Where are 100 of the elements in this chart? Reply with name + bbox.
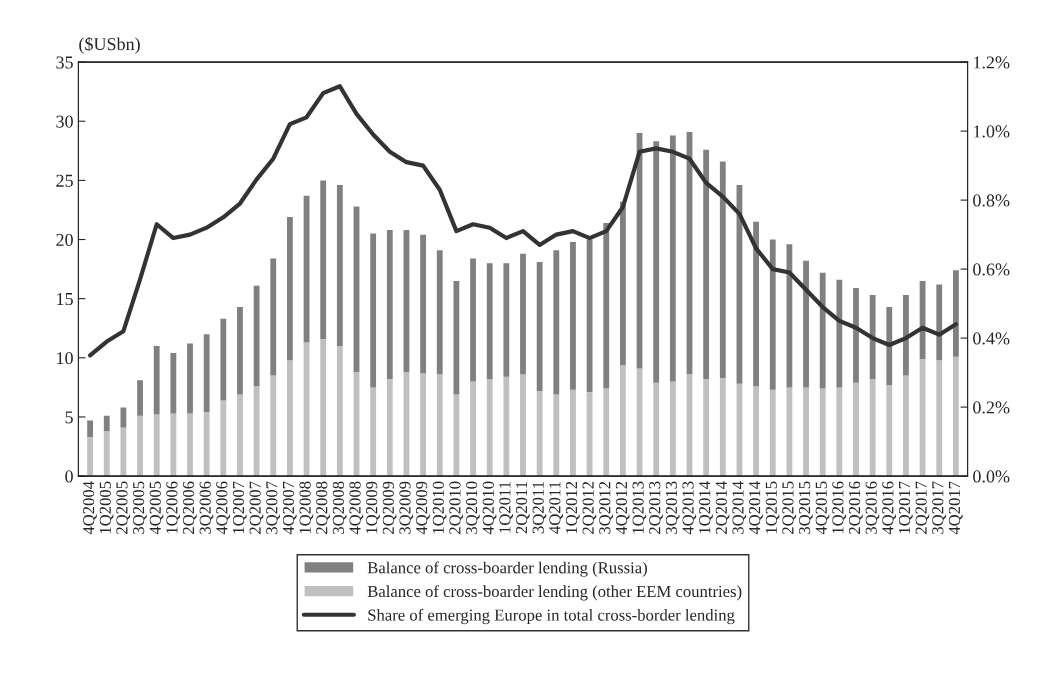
bar <box>137 380 143 416</box>
x-tick-label: 4Q2015 <box>815 481 830 535</box>
bar <box>869 379 876 477</box>
y2-tick-label: 0.2% <box>973 401 1010 414</box>
bar <box>803 387 809 477</box>
bar <box>336 345 343 477</box>
x-tick-label: 3Q2005 <box>132 481 147 534</box>
y2-tick-label: 1.2% <box>974 56 1010 69</box>
bar <box>270 375 277 477</box>
x-tick-label: 4Q2011 <box>549 481 564 534</box>
y2-tick-label: 0.0% <box>973 470 1010 483</box>
bar <box>753 386 760 477</box>
x-tick-label: 4Q2017 <box>948 481 963 535</box>
x-tick-label: 3Q2012 <box>599 481 613 534</box>
y2-tick-label: 0.6% <box>973 263 1010 276</box>
bar <box>919 280 926 359</box>
x-tick-label: 2Q2012 <box>582 481 597 534</box>
y-tick-label: 20 <box>56 233 73 246</box>
x-tick-label: 1Q2011 <box>499 481 514 533</box>
bar <box>520 253 526 375</box>
x-tick-label: 4Q2007 <box>282 481 297 535</box>
x-tick-label: 1Q2009 <box>366 481 380 534</box>
bar <box>336 185 343 346</box>
bar <box>769 389 776 477</box>
bar <box>453 280 460 395</box>
bar <box>253 386 260 477</box>
bar <box>203 412 210 477</box>
bar <box>286 360 293 477</box>
x-tick-label: 1Q2015 <box>765 481 780 534</box>
bar <box>153 345 160 415</box>
bar <box>619 364 626 477</box>
x-tick-label: 2Q2011 <box>515 481 530 534</box>
x-tick-label: 4Q2013 <box>682 481 697 535</box>
bar <box>836 387 843 477</box>
bar <box>553 250 560 395</box>
x-tick-label: 2Q2007 <box>249 481 264 534</box>
bar <box>170 353 177 414</box>
x-tick-label: 3Q2015 <box>798 481 813 534</box>
bar <box>570 389 576 477</box>
line-series <box>88 84 958 358</box>
bar <box>320 338 327 477</box>
y-tick-label: 30 <box>56 115 73 128</box>
y2-tick-label: 1.0% <box>974 125 1010 138</box>
bar <box>286 217 293 361</box>
x-tick-label: 4Q2010 <box>482 481 497 535</box>
x-tick-label: 1Q2013 <box>632 481 647 534</box>
bar <box>320 180 327 339</box>
bar <box>520 374 526 477</box>
x-tick-label: 4Q2014 <box>749 481 763 535</box>
bar <box>386 379 393 477</box>
y-tick-label: 0 <box>65 470 73 483</box>
y-tick-label: 15 <box>57 293 73 306</box>
bar <box>553 394 560 477</box>
x-tick-label: 2Q2008 <box>316 481 330 534</box>
bar <box>769 239 776 390</box>
y-axis-title: ($USbn) <box>79 36 140 54</box>
bar <box>87 437 94 477</box>
bar <box>503 376 510 477</box>
bar <box>653 382 660 477</box>
bar <box>619 201 626 365</box>
bar <box>436 374 443 477</box>
x-tick-label: 4Q2008 <box>349 481 364 535</box>
bar <box>886 306 893 386</box>
bar <box>503 263 510 377</box>
bar <box>786 387 793 477</box>
x-tick-label: 4Q2004 <box>83 481 97 535</box>
x-tick-label: 2Q2009 <box>382 481 397 534</box>
x-tick-label: 3Q2007 <box>266 481 280 534</box>
bar <box>719 161 726 378</box>
y-tick-label: 25 <box>56 174 73 187</box>
x-tick-label: 1Q2017 <box>898 481 913 534</box>
bar <box>120 427 127 477</box>
bar <box>586 239 593 393</box>
x-tick-label: 2Q2016 <box>848 481 863 534</box>
x-tick-label: 1Q2007 <box>232 481 247 534</box>
bar <box>603 222 610 389</box>
x-tick-label: 4Q2016 <box>882 481 897 535</box>
bar <box>919 359 926 477</box>
x-tick-label: 1Q2014 <box>699 481 713 534</box>
y2-tick-label: 0.4% <box>973 332 1010 345</box>
bar <box>203 334 210 413</box>
bar <box>703 149 710 380</box>
bar <box>170 413 177 477</box>
bar <box>386 230 393 380</box>
bar <box>653 141 660 383</box>
bar <box>570 241 576 390</box>
bar <box>952 356 959 477</box>
bar <box>453 394 460 477</box>
legend-label: Share of emerging Europe in total cross-border lending <box>368 608 735 625</box>
bar <box>470 258 476 382</box>
bar <box>719 377 726 477</box>
x-tick-label: 1Q2016 <box>832 481 847 534</box>
x-tick-label: 2Q2005 <box>116 481 131 534</box>
bar <box>137 415 143 477</box>
bar <box>270 258 277 376</box>
bar <box>370 233 377 388</box>
x-tick-label: 1Q2010 <box>432 481 447 534</box>
bar <box>853 288 859 383</box>
bar <box>903 295 909 376</box>
bar <box>803 260 809 388</box>
